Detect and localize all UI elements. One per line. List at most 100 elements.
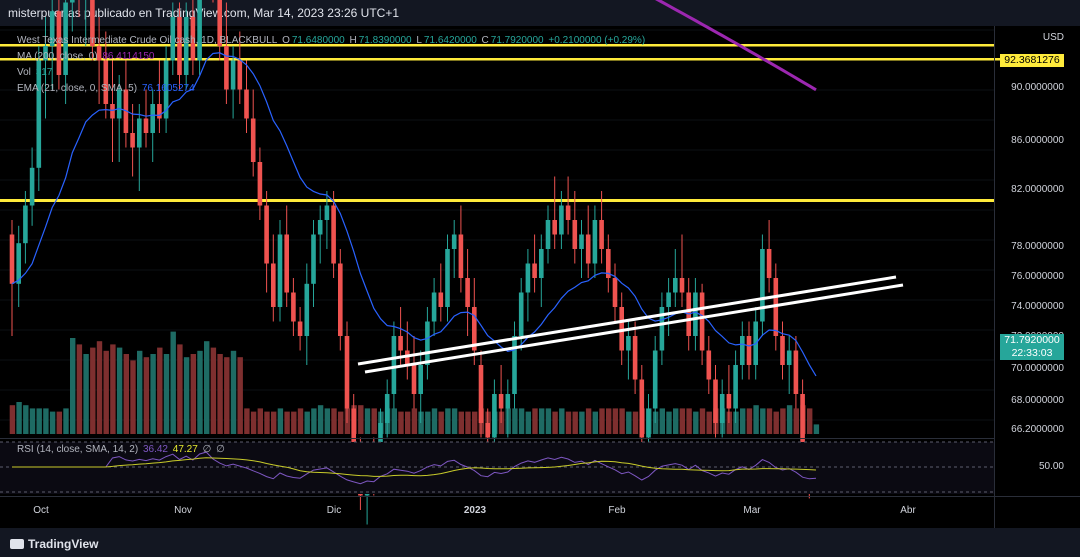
candle-body: [49, 11, 55, 46]
legend-vol-row: Vol 317: [17, 67, 54, 78]
volume-bar: [204, 341, 210, 434]
legend-l-label: L: [416, 35, 422, 46]
candle-body: [793, 350, 799, 394]
volume-bar: [36, 408, 42, 434]
candle-body: [539, 249, 544, 278]
candle-body: [70, 0, 75, 3]
legend-ma-row: MA (200, close, 0) 86.4114150: [17, 51, 156, 62]
candle-body: [626, 336, 631, 351]
volume-bar: [257, 408, 263, 434]
volume-bar: [304, 411, 310, 434]
candle-body: [150, 104, 155, 133]
candle-body: [137, 118, 142, 148]
candle-body: [606, 249, 611, 278]
candle-body: [485, 423, 490, 438]
volume-bar: [103, 350, 109, 434]
price-axis-currency: USD: [1042, 32, 1064, 43]
legend-o-label: O: [282, 35, 290, 46]
candle-body: [512, 336, 517, 394]
candle-body: [418, 365, 423, 394]
legend-high: 71.8390000: [358, 35, 412, 46]
volume-bar: [766, 408, 773, 434]
candle-body: [733, 365, 738, 409]
candle-body: [190, 17, 196, 61]
candle-body: [230, 60, 236, 90]
legend-change: +0.2100000 (+0.29%): [548, 35, 646, 46]
volume-bar: [9, 405, 16, 434]
tradingview-logo[interactable]: TradingView: [10, 537, 98, 551]
volume-bar: [271, 411, 277, 434]
volume-bar: [150, 354, 156, 434]
candle-body: [780, 336, 785, 365]
price-chart[interactable]: [0, 0, 1080, 528]
candle-body: [478, 365, 484, 423]
candle-body: [465, 278, 470, 307]
candle-body: [163, 60, 169, 119]
candle-body: [351, 408, 356, 452]
volume-bar: [773, 411, 779, 434]
legend-rsi-ma-value: 47.27: [172, 444, 198, 455]
volume-bar: [291, 411, 297, 434]
candle-body: [632, 336, 638, 380]
candle-body: [391, 336, 397, 394]
price-axis-label: 76.0000000: [1011, 271, 1064, 282]
candle-body: [29, 167, 35, 206]
volume-bar: [43, 408, 49, 434]
volume-bar: [358, 405, 364, 434]
candle-body: [786, 350, 792, 365]
footer-brand: TradingView: [28, 537, 99, 551]
price-axis-label: 70.0000000: [1011, 363, 1064, 374]
volume-bar: [592, 411, 598, 434]
candle-body: [706, 350, 712, 380]
volume-bar: [16, 402, 22, 434]
volume-bar: [693, 411, 699, 434]
time-axis-label: Abr: [900, 505, 916, 516]
candle-body: [619, 307, 624, 351]
price-axis-label: 90.0000000: [1011, 82, 1064, 93]
candle-body: [116, 89, 122, 119]
candle-body: [766, 249, 772, 278]
candle-body: [693, 292, 698, 336]
volume-bar: [606, 408, 612, 434]
candle-body: [592, 220, 598, 264]
volume-bar: [599, 408, 605, 434]
time-axis-label: Nov: [174, 505, 192, 516]
volume-bar: [666, 411, 672, 434]
candle-body: [719, 394, 725, 423]
volume-bar: [518, 408, 525, 434]
trend-line-upper: [357, 275, 897, 366]
volume-bar: [157, 347, 163, 434]
candle-body: [505, 394, 511, 409]
candle-body: [405, 350, 410, 365]
candle-body: [244, 89, 249, 119]
candle-body: [384, 394, 390, 423]
volume-bar: [76, 344, 83, 434]
volume-bar: [391, 408, 397, 434]
volume-bar: [70, 338, 76, 434]
candle-body: [16, 243, 21, 284]
trend-line-lower: [364, 283, 904, 374]
volume-bar: [317, 405, 324, 434]
volume-bar: [780, 408, 786, 434]
candle-body: [659, 307, 665, 351]
footer-bar: TradingView: [0, 528, 1080, 557]
volume-bar: [746, 408, 753, 434]
volume-bar: [411, 408, 418, 434]
candle-body: [284, 234, 289, 293]
volume-bar: [451, 408, 458, 434]
candle-body: [559, 205, 564, 235]
volume-bar: [224, 357, 230, 434]
volume-bar: [90, 347, 96, 434]
candle-body: [545, 220, 551, 249]
candle-body: [297, 321, 303, 336]
candle-body: [103, 60, 109, 104]
candle-body: [425, 321, 430, 365]
time-axis-label: Feb: [608, 505, 626, 516]
volume-bar: [545, 408, 552, 434]
volume-bar: [244, 408, 250, 434]
rsi-ma-line: [12, 457, 817, 477]
volume-bar: [699, 408, 706, 434]
candle-body: [585, 234, 591, 264]
volume-bar: [116, 347, 123, 434]
volume-bar: [331, 408, 337, 434]
